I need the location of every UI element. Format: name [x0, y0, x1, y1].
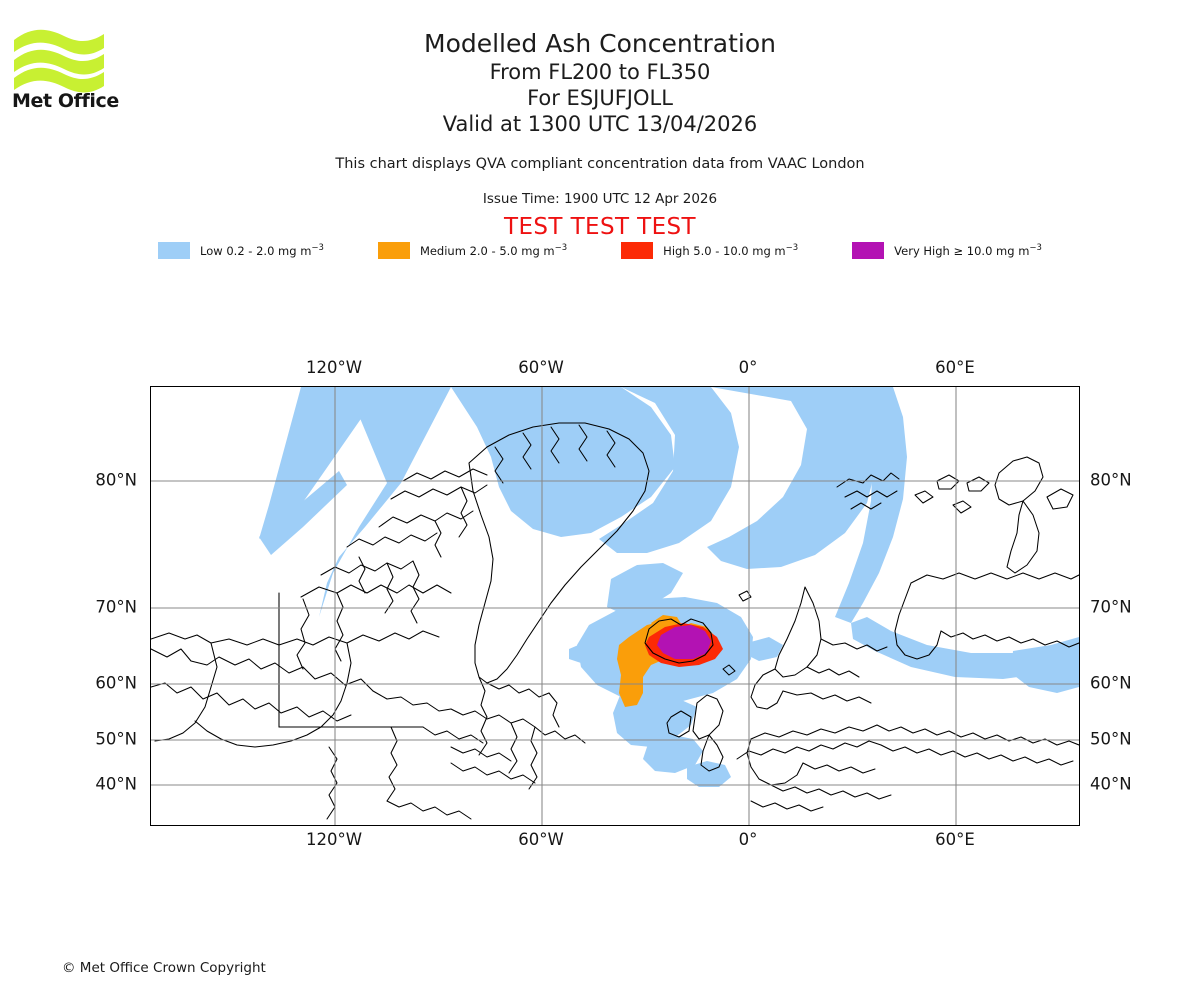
y-tick-label-right-3: 50°N: [1090, 729, 1132, 749]
ash-concentration-map: 120°W 60°W 0° 60°E 120°W 60°W 0° 60°E 80…: [95, 358, 1131, 849]
qva-note: This chart displays QVA compliant concen…: [335, 156, 865, 172]
y-tick-label-left-1: 70°N: [95, 597, 137, 617]
test-banner: TEST TEST TEST: [504, 214, 696, 240]
x-tick-label-bottom-1: 60°W: [518, 830, 564, 849]
volcano-line: For ESJUFJOLL: [527, 86, 673, 110]
y-tick-label-left-2: 60°N: [95, 673, 137, 693]
y-tick-label-left-0: 80°N: [95, 470, 137, 490]
x-tick-label-top-2: 0°: [738, 358, 758, 377]
x-tick-label-top-3: 60°E: [935, 358, 975, 377]
y-tick-label-right-1: 70°N: [1090, 597, 1132, 617]
x-tick-label-bottom-0: 120°W: [305, 830, 363, 849]
met-office-wordmark: Met Office: [12, 90, 119, 112]
ash-contour-very-high: [657, 625, 711, 659]
concentration-legend: Low 0.2 - 2.0 mg m−3 Medium 2.0 - 5.0 mg…: [0, 242, 1200, 259]
y-tick-label-right-2: 60°N: [1090, 673, 1132, 693]
y-tick-label-left-3: 50°N: [95, 729, 137, 749]
y-tick-label-right-4: 40°N: [1090, 774, 1132, 794]
legend-swatch-high: [621, 242, 654, 259]
legend-item-high: High 5.0 - 10.0 mg m−3: [621, 242, 798, 259]
chart-title-block: Modelled Ash Concentration From FL200 to…: [0, 28, 1200, 137]
legend-item-low: Low 0.2 - 2.0 mg m−3: [158, 242, 324, 259]
graticule: [151, 387, 1079, 825]
y-tick-label-right-0: 80°N: [1090, 470, 1132, 490]
legend-item-very-high: Very High ≥ 10.0 mg m−3: [852, 242, 1042, 259]
legend-label-high: High 5.0 - 10.0 mg m−3: [663, 243, 799, 258]
x-tick-label-bottom-3: 60°E: [935, 830, 975, 849]
met-office-logo: [12, 18, 122, 113]
legend-label-low: Low 0.2 - 2.0 mg m−3: [200, 243, 324, 258]
issue-time: Issue Time: 1900 UTC 12 Apr 2026: [482, 191, 718, 207]
coastlines: [151, 422, 1079, 820]
copyright-notice: © Met Office Crown Copyright: [62, 960, 266, 976]
legend-label-very-high: Very High ≥ 10.0 mg m−3: [894, 243, 1042, 258]
legend-swatch-low: [158, 242, 191, 259]
flight-level-line: From FL200 to FL350: [489, 60, 711, 84]
map-plot-area: [150, 386, 1080, 826]
legend-label-medium: Medium 2.0 - 5.0 mg m−3: [419, 243, 568, 258]
x-tick-label-top-0: 120°W: [305, 358, 363, 377]
valid-time-line: Valid at 1300 UTC 13/04/2026: [442, 112, 758, 136]
x-tick-label-top-1: 60°W: [518, 358, 564, 377]
legend-swatch-medium: [377, 242, 410, 259]
legend-swatch-very-high: [852, 242, 885, 259]
y-tick-label-left-4: 40°N: [95, 774, 137, 794]
legend-item-medium: Medium 2.0 - 5.0 mg m−3: [377, 242, 568, 259]
page-title: Modelled Ash Concentration: [424, 29, 776, 58]
x-tick-label-bottom-2: 0°: [738, 830, 758, 849]
